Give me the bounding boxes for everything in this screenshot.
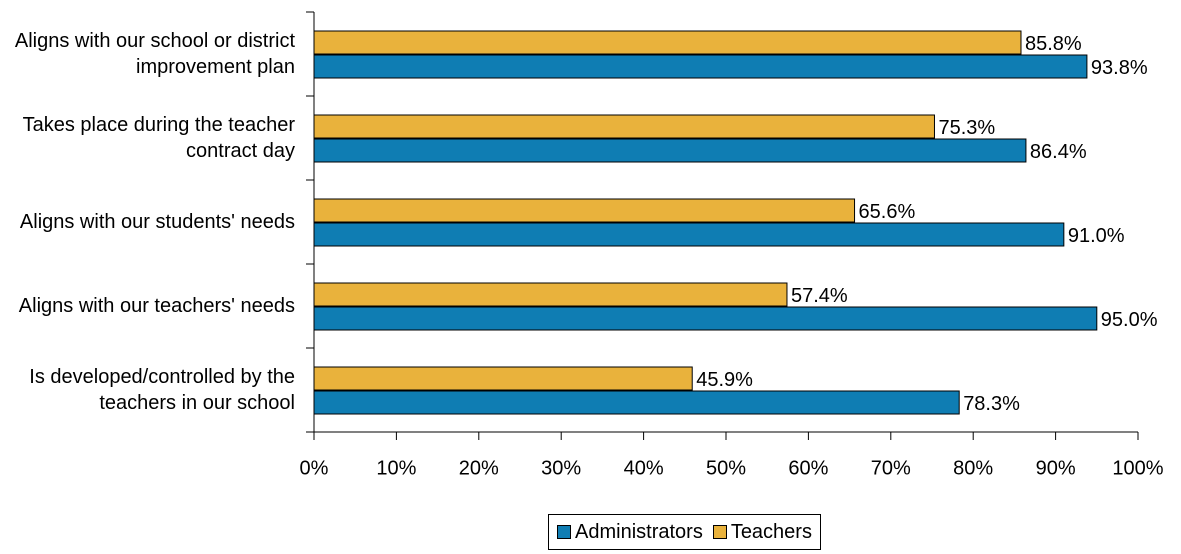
x-tick-label: 30% <box>541 457 581 479</box>
legend-swatch <box>557 525 571 539</box>
x-tick-label: 90% <box>1036 457 1076 479</box>
value-label: 75.3% <box>938 117 995 139</box>
bar <box>313 54 1088 79</box>
legend-label: Administrators <box>575 520 703 543</box>
x-tick-label: 70% <box>871 457 911 479</box>
x-tick-label: 10% <box>376 457 416 479</box>
category-label: Aligns with our students' needs <box>19 211 295 233</box>
legend-item: Teachers <box>712 520 812 544</box>
value-label: 57.4% <box>791 285 848 307</box>
x-tick-label: 60% <box>788 457 828 479</box>
x-tick-label: 40% <box>624 457 664 479</box>
value-label: 93.8% <box>1091 57 1148 79</box>
bar <box>313 390 960 415</box>
bar <box>313 222 1065 247</box>
legend-item: Administrators <box>557 521 703 544</box>
value-label: 45.9% <box>696 369 753 391</box>
x-tick-label: 20% <box>459 457 499 479</box>
bar <box>313 282 788 307</box>
value-label: 95.0% <box>1101 309 1158 331</box>
x-tick-label: 80% <box>953 457 993 479</box>
category-label: Aligns with our teachers' needs <box>18 295 295 317</box>
value-label: 78.3% <box>963 393 1020 415</box>
legend: Administrators Teachers <box>548 514 821 550</box>
bar <box>313 198 856 223</box>
x-tick-label: 50% <box>706 457 746 479</box>
category-label: Takes place during the teacher contract … <box>22 114 295 162</box>
category-label: Aligns with our school or district impro… <box>14 30 295 78</box>
value-label: 86.4% <box>1030 141 1087 163</box>
bar <box>313 306 1098 331</box>
bar <box>313 30 1022 55</box>
value-label: 65.6% <box>859 201 916 223</box>
bar <box>313 114 935 139</box>
legend-label: Teachers <box>730 520 812 543</box>
value-label: 85.8% <box>1025 33 1082 55</box>
legend-swatch <box>712 525 727 539</box>
x-tick-label: 0% <box>300 457 329 479</box>
value-label: 91.0% <box>1068 225 1125 247</box>
bar <box>313 366 693 391</box>
x-tick-label: 100% <box>1112 457 1163 479</box>
bar <box>313 138 1027 163</box>
category-label: Is developed/controlled by the teachers … <box>29 366 295 414</box>
